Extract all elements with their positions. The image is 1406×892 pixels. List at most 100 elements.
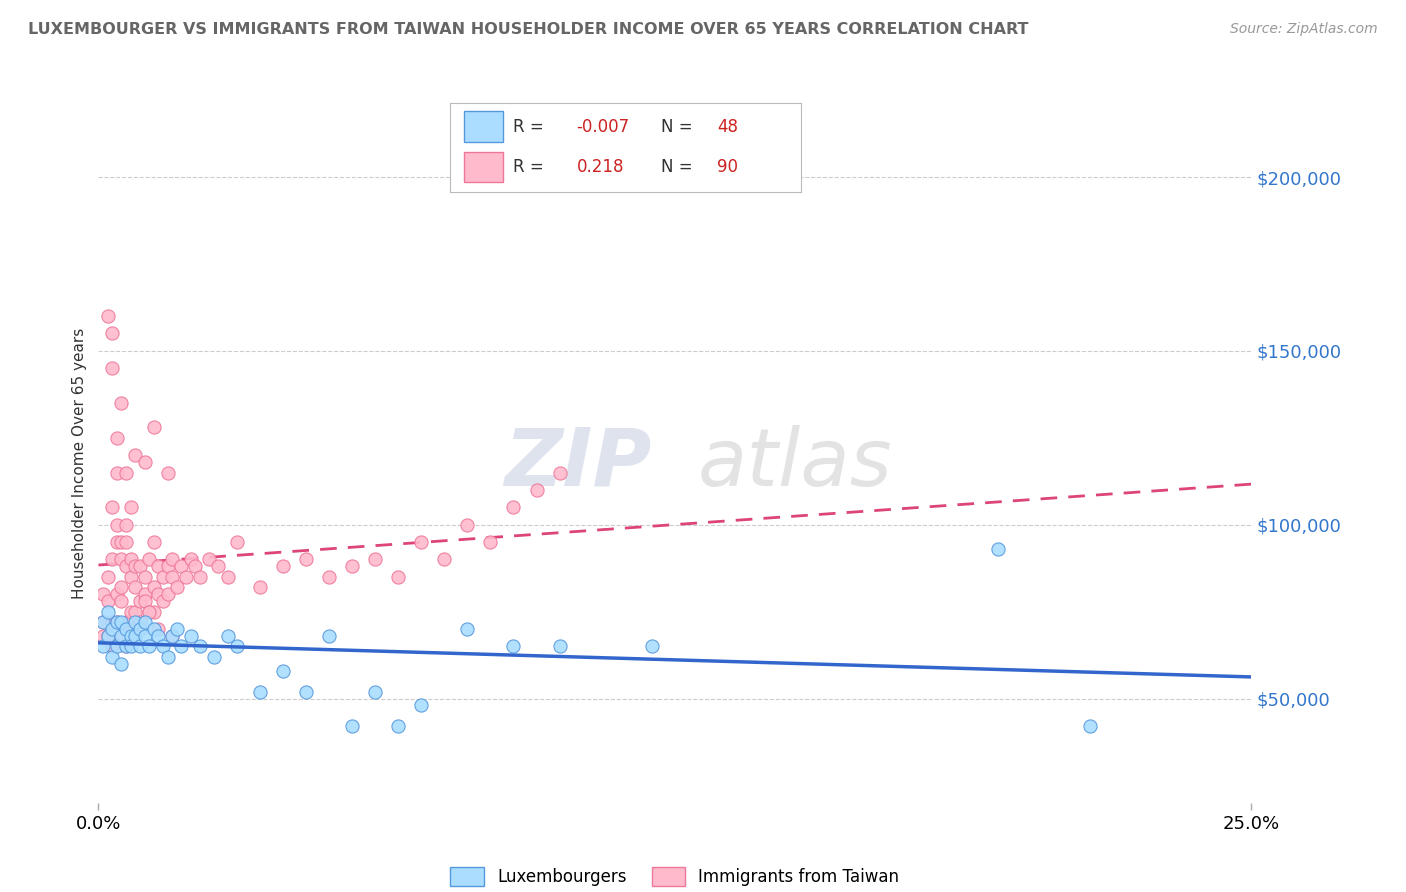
Point xyxy=(97,629,120,643)
Point xyxy=(91,615,114,629)
Point xyxy=(188,640,211,654)
Point xyxy=(180,552,202,566)
Point xyxy=(184,559,207,574)
Point xyxy=(548,640,571,654)
Point xyxy=(479,535,502,549)
Point xyxy=(134,594,156,608)
Point xyxy=(134,615,156,629)
Point xyxy=(110,657,132,671)
Point xyxy=(271,664,294,678)
Point xyxy=(364,552,387,566)
Point xyxy=(202,649,225,664)
Point xyxy=(105,615,128,629)
Point xyxy=(97,594,120,608)
Point xyxy=(91,587,114,601)
Point xyxy=(160,629,183,643)
Point xyxy=(174,570,197,584)
Point xyxy=(134,570,156,584)
Point xyxy=(160,629,183,643)
Point xyxy=(249,580,271,594)
Point xyxy=(101,552,124,566)
Text: atlas: atlas xyxy=(697,425,893,503)
Bar xyxy=(464,112,503,142)
Point xyxy=(101,361,124,376)
Point xyxy=(295,552,318,566)
Point xyxy=(148,622,170,636)
Point xyxy=(101,622,124,636)
Point xyxy=(115,615,138,629)
Point xyxy=(156,559,179,574)
Point xyxy=(124,629,146,643)
Point xyxy=(148,587,170,601)
Point xyxy=(110,594,132,608)
Point xyxy=(115,559,138,574)
Text: Source: ZipAtlas.com: Source: ZipAtlas.com xyxy=(1230,22,1378,37)
Point xyxy=(110,629,132,643)
Point xyxy=(105,640,128,654)
Text: N =: N = xyxy=(661,118,697,136)
Point xyxy=(225,535,247,549)
Point xyxy=(156,466,179,480)
Point xyxy=(124,605,146,619)
Point xyxy=(110,396,132,410)
Point xyxy=(105,431,128,445)
Point xyxy=(641,640,664,654)
Point xyxy=(120,622,142,636)
Point xyxy=(101,615,124,629)
Point xyxy=(180,629,202,643)
Point xyxy=(105,466,128,480)
Point xyxy=(120,552,142,566)
Text: 90: 90 xyxy=(717,158,738,176)
Point xyxy=(142,580,165,594)
Point xyxy=(411,698,433,713)
Text: 0.218: 0.218 xyxy=(576,158,624,176)
Point xyxy=(156,587,179,601)
Point xyxy=(340,559,363,574)
Point xyxy=(217,570,239,584)
Point xyxy=(433,552,456,566)
Point xyxy=(318,629,340,643)
Point xyxy=(97,309,120,323)
Point xyxy=(156,649,179,664)
Point xyxy=(129,559,152,574)
Point xyxy=(152,570,174,584)
Point xyxy=(318,570,340,584)
Point xyxy=(134,629,156,643)
Point xyxy=(124,580,146,594)
Point xyxy=(225,640,247,654)
Point xyxy=(124,559,146,574)
Point xyxy=(110,629,132,643)
Point xyxy=(110,535,132,549)
Text: R =: R = xyxy=(513,118,550,136)
Point xyxy=(110,552,132,566)
Point xyxy=(502,500,524,515)
Point xyxy=(142,535,165,549)
Point xyxy=(91,615,114,629)
Point xyxy=(101,326,124,341)
Point xyxy=(987,541,1010,556)
Point xyxy=(526,483,548,497)
Point xyxy=(138,605,160,619)
Point xyxy=(105,517,128,532)
Text: -0.007: -0.007 xyxy=(576,118,630,136)
Point xyxy=(115,517,138,532)
Point xyxy=(411,535,433,549)
Point xyxy=(110,580,132,594)
Text: 48: 48 xyxy=(717,118,738,136)
Point xyxy=(120,629,142,643)
Point xyxy=(160,570,183,584)
Point xyxy=(295,684,318,698)
Point xyxy=(110,615,132,629)
Point xyxy=(166,622,188,636)
Point xyxy=(207,559,229,574)
Point xyxy=(217,629,239,643)
Point xyxy=(129,594,152,608)
Point xyxy=(115,640,138,654)
Point xyxy=(97,605,120,619)
Point xyxy=(148,629,170,643)
Point xyxy=(1078,719,1101,733)
Point xyxy=(120,570,142,584)
Point xyxy=(105,535,128,549)
Point xyxy=(152,640,174,654)
Point xyxy=(124,448,146,462)
